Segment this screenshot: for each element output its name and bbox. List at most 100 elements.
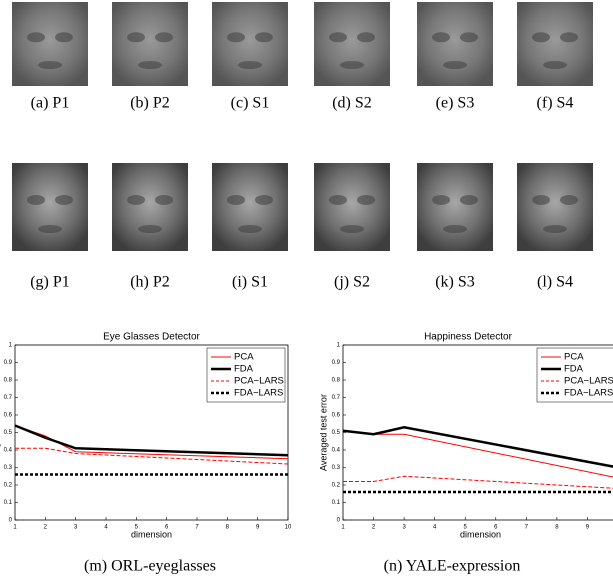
x-tick-label: 3 [402, 525, 406, 531]
x-axis-label: dimension [131, 529, 172, 539]
panel-caption: (e) S3 [436, 95, 475, 112]
face-image [212, 163, 288, 251]
y-tick-label: 0.8 [332, 378, 341, 384]
x-tick-label: 8 [555, 525, 559, 531]
face-eye [460, 195, 478, 205]
x-tick-label: 4 [104, 525, 108, 531]
face-mouth [138, 225, 162, 233]
face-mouth [340, 61, 364, 69]
face-mouth [443, 225, 467, 233]
face-mouth [443, 61, 467, 69]
face-eye [432, 32, 450, 42]
face-eye [227, 195, 245, 205]
y-tick-label: 0.4 [4, 448, 13, 454]
y-tick-label: 0.1 [332, 500, 341, 506]
chart-caption: (m) ORL-eyeglasses [84, 558, 216, 575]
chart-title: Happiness Detector [424, 332, 512, 343]
legend-label: FDA−LARS [564, 388, 613, 399]
chart-caption: (n) YALE-expression [384, 558, 521, 575]
face-mouth [543, 61, 567, 69]
face-eye [357, 195, 375, 205]
face-mouth [38, 225, 62, 233]
face-eye [55, 195, 73, 205]
y-tick-label: 0.3 [4, 465, 13, 471]
face-eye [227, 32, 245, 42]
figure: (a) P1(b) P2(c) S1(d) S2(e) S3(f) S4(g) … [0, 0, 613, 581]
y-tick-label: 0.1 [4, 500, 13, 506]
y-tick-label: 1 [9, 343, 13, 349]
panel-caption: (j) S2 [334, 274, 370, 291]
x-tick-label: 8 [226, 525, 230, 531]
face-eye [532, 32, 550, 42]
face-image [517, 163, 593, 251]
panel-caption: (h) P2 [130, 274, 170, 291]
face-eye [560, 195, 578, 205]
panel-caption: (i) S1 [232, 274, 268, 291]
y-tick-label: 0.6 [4, 413, 13, 419]
y-tick-label: 0.2 [332, 483, 341, 489]
face-image [112, 2, 188, 86]
face-eye [329, 32, 347, 42]
face-eye [127, 195, 145, 205]
x-tick-label: 4 [433, 525, 437, 531]
panel-caption: (d) S2 [332, 95, 372, 112]
chart-title: Eye Glasses Detector [103, 332, 200, 343]
face-eye [432, 195, 450, 205]
face-mouth [238, 61, 262, 69]
face-eye [532, 195, 550, 205]
face-eye [357, 32, 375, 42]
face-image [112, 163, 188, 251]
face-image [417, 163, 493, 251]
face-eye [27, 32, 45, 42]
y-tick-label: 0 [9, 518, 13, 524]
face-image [314, 163, 390, 251]
face-eye [255, 195, 273, 205]
face-image [517, 2, 593, 86]
panel-caption: (b) P2 [130, 95, 170, 112]
x-tick-label: 3 [74, 525, 78, 531]
face-eye [460, 32, 478, 42]
face-eye [127, 32, 145, 42]
face-eye [155, 195, 173, 205]
panel-caption: (k) S3 [435, 274, 475, 291]
x-tick-label: 9 [586, 525, 590, 531]
face-mouth [340, 225, 364, 233]
face-image [417, 2, 493, 86]
panel-caption: (a) P1 [31, 95, 70, 112]
y-tick-label: 0.5 [332, 430, 341, 436]
face-mouth [238, 225, 262, 233]
legend-label: FDA−LARS [234, 388, 283, 399]
y-tick-label: 1 [337, 343, 341, 349]
x-axis-label: dimension [460, 529, 501, 539]
x-tick-label: 10 [285, 525, 292, 531]
legend-label: PCA−LARS [234, 376, 284, 387]
panel-caption: (g) P1 [30, 274, 70, 291]
y-tick-label: 0.3 [332, 465, 341, 471]
y-tick-label: 0.7 [4, 395, 13, 401]
face-eye [55, 32, 73, 42]
face-image [212, 2, 288, 86]
face-eye [560, 32, 578, 42]
y-tick-label: 0.2 [4, 483, 13, 489]
face-mouth [138, 61, 162, 69]
y-tick-label: 0.4 [332, 448, 341, 454]
x-tick-label: 1 [13, 525, 17, 531]
face-mouth [38, 61, 62, 69]
panel-caption: (l) S4 [537, 274, 573, 291]
y-axis-label: Averaged test error [318, 394, 328, 471]
y-tick-label: 0.8 [4, 378, 13, 384]
face-eye [155, 32, 173, 42]
y-tick-label: 0.9 [4, 360, 13, 366]
legend-label: FDA [564, 364, 584, 375]
x-tick-label: 1 [341, 525, 345, 531]
face-image [12, 163, 88, 251]
legend-label: PCA [564, 352, 584, 363]
y-tick-label: 0 [337, 518, 341, 524]
panel-caption: (f) S4 [537, 95, 574, 112]
y-tick-label: 0.7 [332, 395, 341, 401]
x-tick-label: 7 [195, 525, 199, 531]
face-mouth [543, 225, 567, 233]
legend-label: FDA [234, 364, 254, 375]
x-tick-label: 2 [372, 525, 376, 531]
page: {"panels":[{"caption":"(a) P1"},{"captio… [0, 0, 613, 581]
